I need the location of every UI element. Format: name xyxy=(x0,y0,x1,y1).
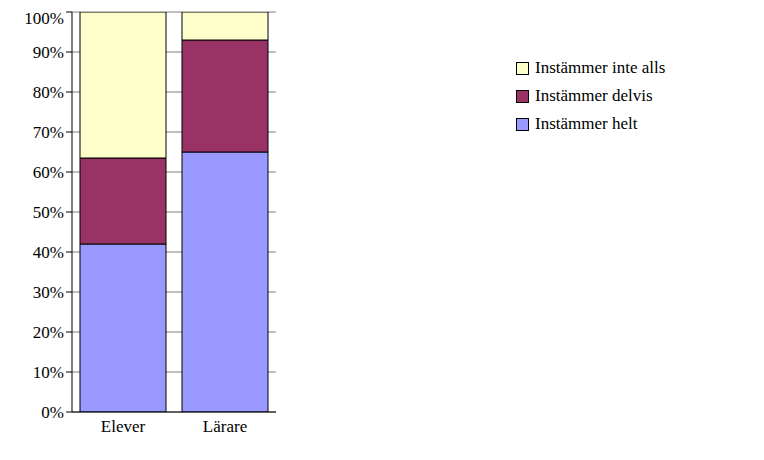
svg-text:Elever: Elever xyxy=(101,417,146,436)
svg-text:60%: 60% xyxy=(33,163,64,182)
svg-text:40%: 40% xyxy=(33,243,64,262)
svg-text:0%: 0% xyxy=(41,403,64,422)
html-text:Instämmer helt: Instämmer helt xyxy=(535,114,638,133)
svg-text:80%: 80% xyxy=(33,83,64,102)
svg-text:90%: 90% xyxy=(33,43,64,62)
svg-text:20%: 20% xyxy=(33,323,64,342)
svg-text:70%: 70% xyxy=(33,123,64,142)
svg-text:30%: 30% xyxy=(33,283,64,302)
svg-text:50%: 50% xyxy=(33,203,64,222)
svg-text:100%: 100% xyxy=(24,9,64,28)
svg-text:10%: 10% xyxy=(33,363,64,382)
html-text:Instämmer inte alls: Instämmer inte alls xyxy=(535,58,666,77)
svg-text:Lärare: Lärare xyxy=(203,417,247,436)
html-text:Instämmer delvis: Instämmer delvis xyxy=(535,86,653,105)
